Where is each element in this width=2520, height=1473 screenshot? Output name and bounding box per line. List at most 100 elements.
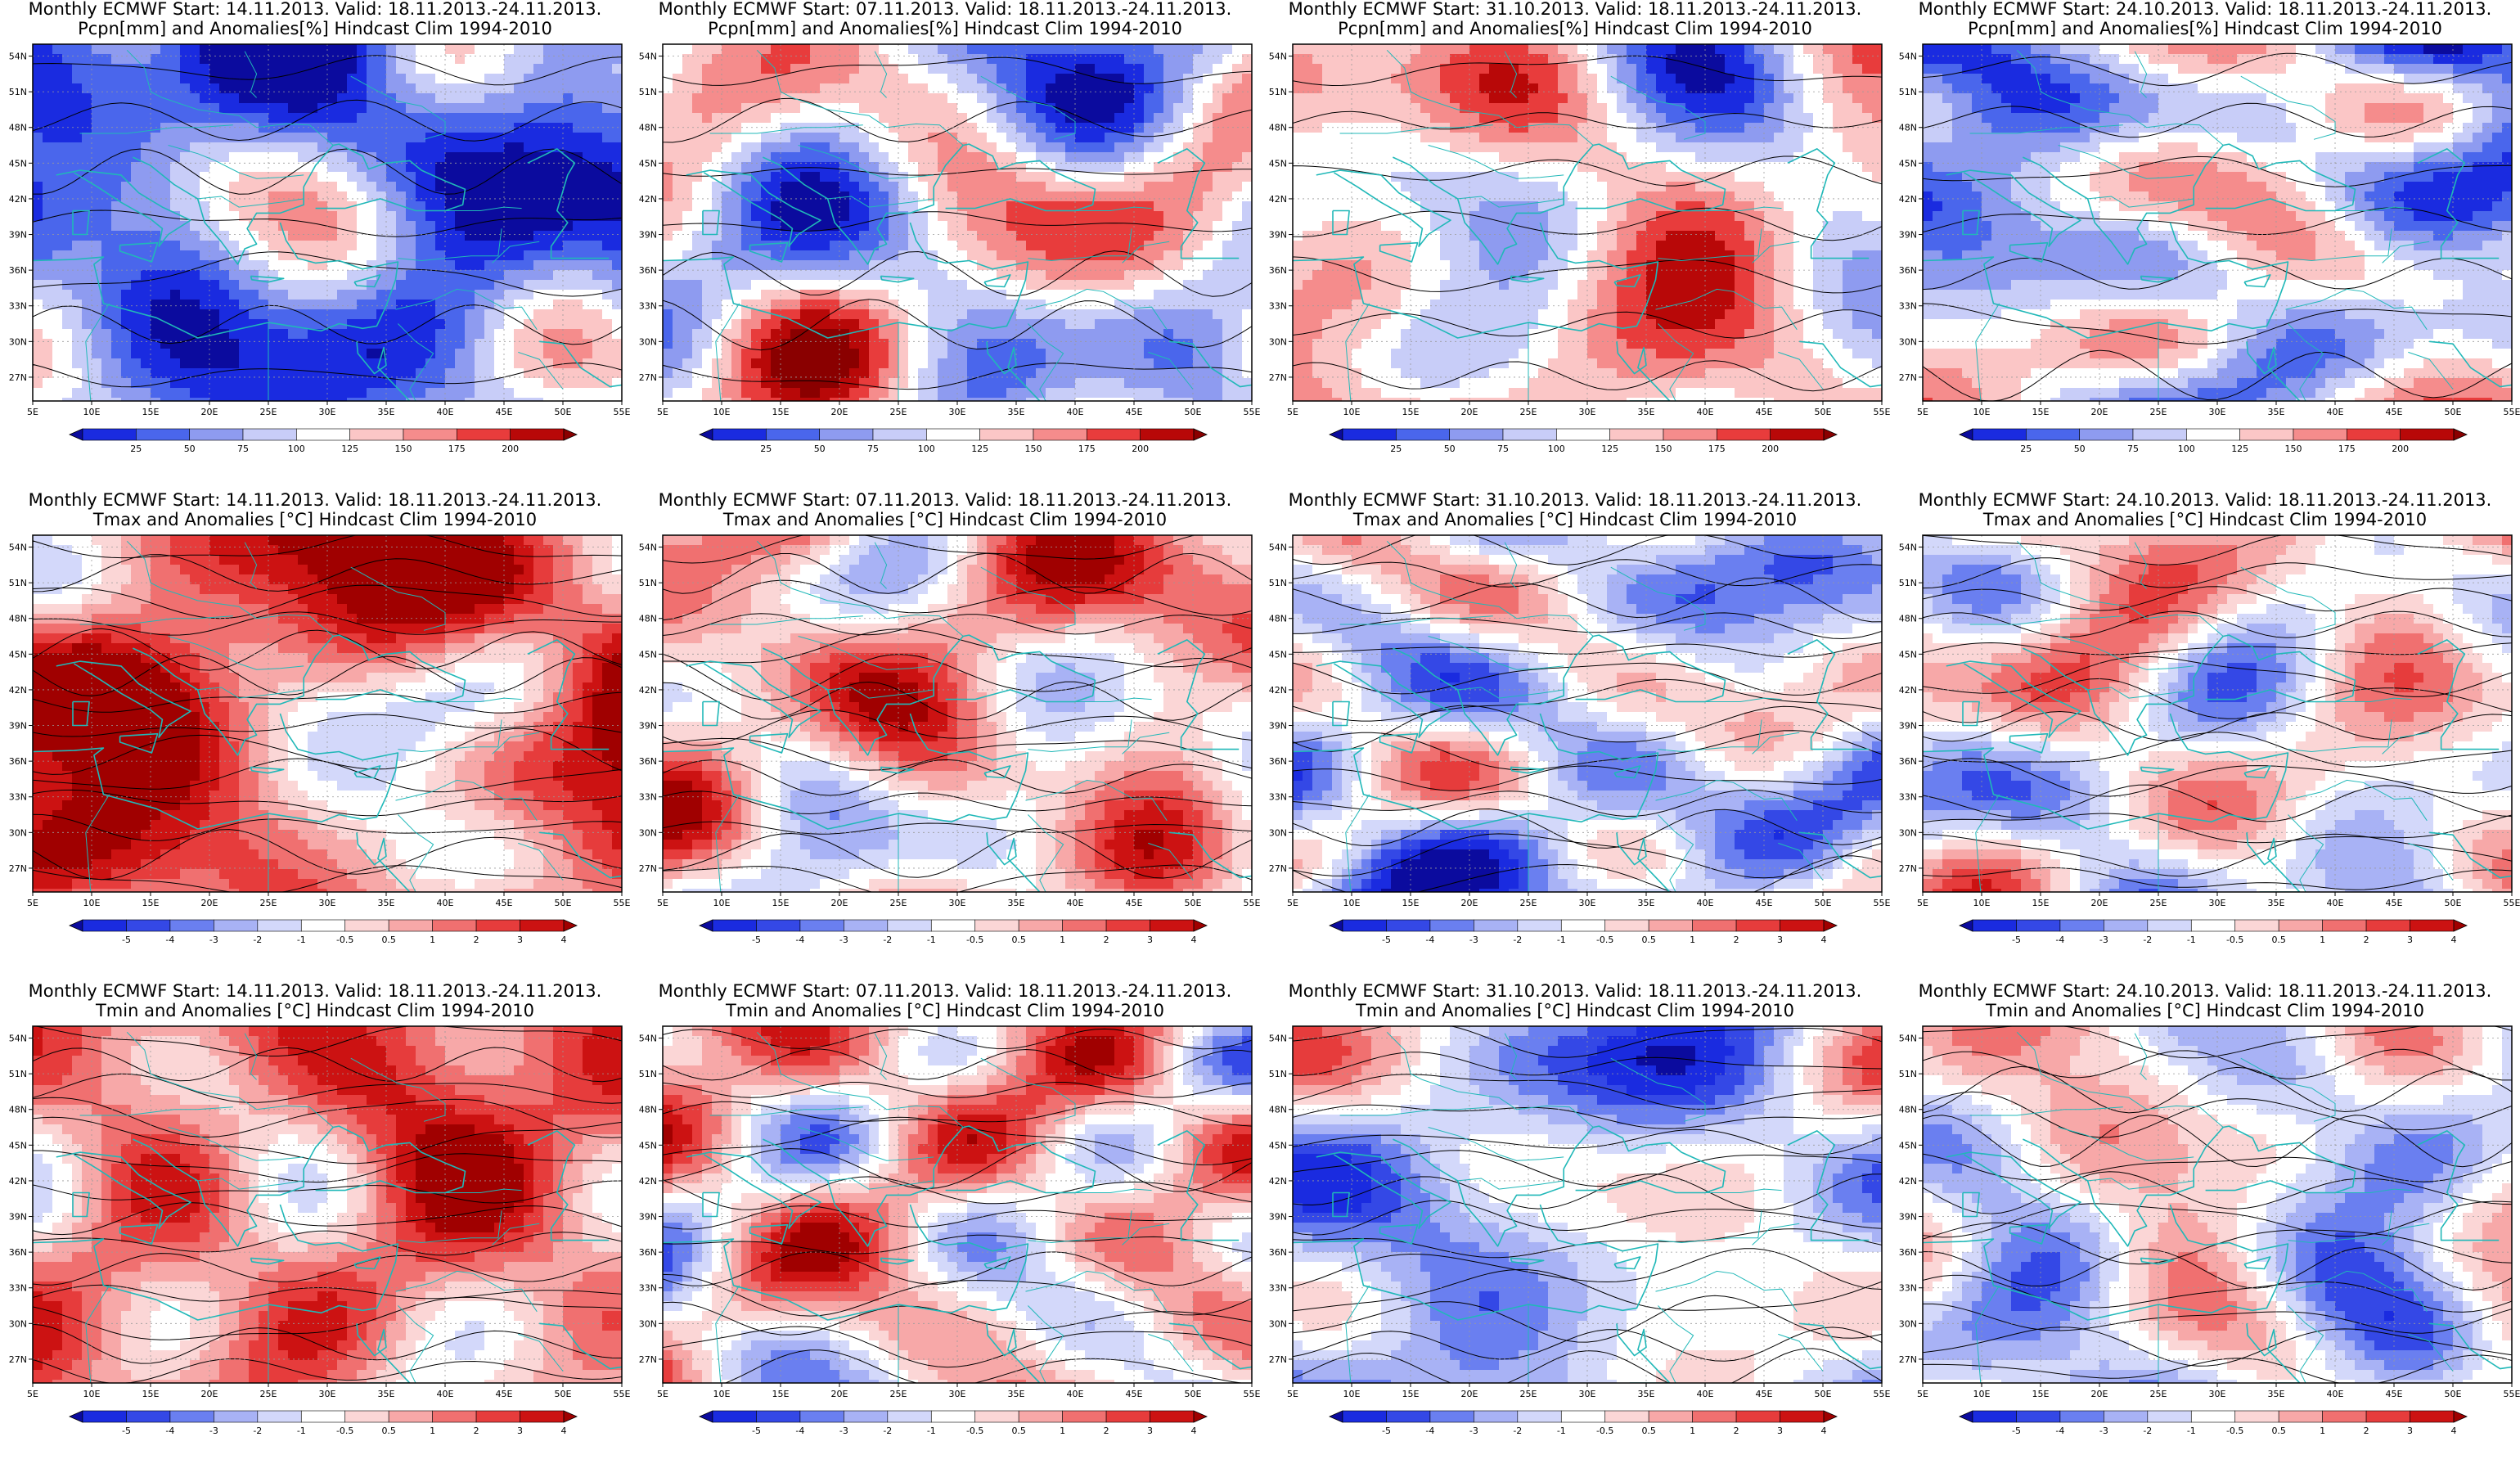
colorbar-label: 175 — [1708, 444, 1726, 454]
colorbar-label: 50 — [2074, 444, 2086, 454]
panel-title-line2: Pcpn[mm] and Anomalies[%] Hindcast Clim … — [630, 20, 1260, 38]
colorbar-swatch — [126, 1410, 171, 1423]
colorbar-label: -2 — [1513, 1426, 1522, 1436]
colorbar-swatch — [300, 1410, 346, 1423]
country-borders — [1339, 1031, 1824, 1383]
lon-tick-label: 50E — [2445, 1389, 2462, 1399]
lon-tick-label: 40E — [437, 407, 454, 417]
country-borders — [1969, 540, 2454, 892]
colorbar-swatch — [1386, 1410, 1431, 1423]
colorbar-swatch — [349, 428, 404, 441]
colorbar-swatch — [1429, 919, 1474, 932]
anomaly-map: 5E 10E 15E 20E 25E 30E 35E 40E 45E 50E 55E 54N 51N 48… — [9, 1025, 630, 1399]
panel-title-line1: Monthly ECMWF Start: 24.10.2013. Valid: … — [1890, 491, 2520, 510]
lat-tick-label: 36N — [9, 265, 27, 276]
colorbar-swatch — [799, 1410, 844, 1423]
colorbar-swatch — [979, 428, 1034, 441]
colorbar-swatch — [1735, 1410, 1780, 1423]
colorbar-label: 75 — [867, 444, 879, 454]
lat-tick-label: 39N — [1269, 230, 1287, 241]
colorbar-label: -0.5 — [2226, 1426, 2243, 1436]
panel-title-line1: Monthly ECMWF Start: 31.10.2013. Valid: … — [1260, 0, 1890, 19]
colorbar-label: -4 — [795, 1426, 804, 1436]
lat-tick-label: 39N — [1899, 1212, 1917, 1223]
lat-tick-label: 48N — [1899, 614, 1917, 624]
colorbar-swatch — [2147, 919, 2192, 932]
lon-tick-label: 25E — [890, 898, 907, 908]
lat-tick-label: 30N — [9, 827, 27, 838]
lon-tick-label: 55E — [1874, 1389, 1890, 1399]
colorbar-swatch — [2016, 919, 2061, 932]
forecast-panel: Monthly ECMWF Start: 31.10.2013. Valid: … — [1260, 982, 1890, 1473]
colorbar-label: 1 — [430, 935, 435, 945]
lat-tick-label: 51N — [639, 1069, 657, 1079]
colorbar-label: 3 — [517, 935, 523, 945]
lon-tick-label: 15E — [142, 898, 160, 908]
lat-tick-label: 33N — [639, 301, 657, 312]
lat-tick-label: 42N — [639, 1176, 657, 1187]
colorbar-label: -1 — [927, 1426, 936, 1436]
lon-tick-label: 25E — [260, 407, 277, 417]
lon-tick-label: 25E — [2150, 898, 2167, 908]
lon-tick-label: 30E — [1579, 1389, 1596, 1399]
lat-tick-label: 30N — [9, 1318, 27, 1329]
lat-tick-label: 54N — [1899, 543, 1917, 553]
colorbar-label: 25 — [760, 444, 772, 454]
lat-tick-label: 39N — [639, 230, 657, 241]
lat-tick-label: 54N — [1269, 52, 1287, 62]
lat-tick-label: 33N — [1269, 1283, 1287, 1294]
colorbar-label: 4 — [1191, 1426, 1197, 1436]
colorbar-swatch — [169, 1410, 214, 1423]
lat-tick-label: 48N — [1269, 614, 1287, 624]
forecast-panel: Monthly ECMWF Start: 24.10.2013. Valid: … — [1890, 0, 2520, 491]
lat-tick-label: 36N — [1269, 756, 1287, 767]
lat-tick-label: 30N — [639, 1318, 657, 1329]
colorbar-swatch — [69, 428, 83, 441]
colorbar: 25 50 75 100 125 150 175 200 — [1329, 428, 1838, 454]
colorbar-swatch — [1062, 919, 1107, 932]
lat-tick-label: 42N — [1899, 194, 1917, 205]
colorbar-swatch — [1972, 1410, 2017, 1423]
colorbar-swatch — [712, 919, 757, 932]
colorbar-swatch — [432, 1410, 477, 1423]
colorbar-swatch — [1770, 428, 1825, 441]
lat-tick-label: 48N — [9, 614, 27, 624]
lat-tick-label: 54N — [1899, 52, 1917, 62]
lon-tick-label: 50E — [1185, 407, 1202, 417]
panel-title-line2: Pcpn[mm] and Anomalies[%] Hindcast Clim … — [1890, 20, 2520, 38]
anomaly-map: 5E 10E 15E 20E 25E 30E 35E 40E 45E 50E 55E 54N 51N 48… — [639, 1025, 1260, 1399]
lat-tick-label: 51N — [1269, 87, 1287, 97]
lon-tick-label: 55E — [2504, 407, 2520, 417]
colorbar-swatch — [1556, 428, 1610, 441]
lon-tick-label: 15E — [1402, 898, 1420, 908]
graticule — [33, 44, 622, 401]
lon-tick-label: 50E — [555, 1389, 572, 1399]
colorbar-label: -1 — [1557, 1426, 1566, 1436]
colorbar-swatch — [432, 919, 477, 932]
lat-tick-label: 27N — [639, 863, 657, 874]
colorbar-label: 1 — [2320, 935, 2325, 945]
lon-tick-label: 10E — [83, 407, 101, 417]
colorbar-swatch — [1717, 428, 1771, 441]
lon-tick-label: 35E — [2268, 407, 2285, 417]
lon-tick-label: 5E — [1917, 1389, 1928, 1399]
lon-tick-label: 20E — [1461, 407, 1478, 417]
colorbar-swatch — [2186, 428, 2240, 441]
colorbar-swatch — [1502, 428, 1557, 441]
colorbar-swatch — [1018, 919, 1063, 932]
colorbar-swatch — [1517, 919, 1562, 932]
colorbar-swatch — [1033, 428, 1087, 441]
lat-tick-label: 36N — [639, 1247, 657, 1258]
colorbar-swatch — [2016, 1410, 2061, 1423]
contour-lines — [1923, 1026, 2512, 1383]
lat-tick-label: 33N — [9, 1283, 27, 1294]
colorbar-label: 3 — [2407, 1426, 2413, 1436]
colorbar-swatch — [1609, 428, 1664, 441]
colorbar-swatch — [1560, 1410, 1606, 1423]
colorbar-swatch — [2410, 919, 2455, 932]
colorbar-label: -0.5 — [2226, 935, 2243, 945]
colorbar-swatch — [2026, 428, 2080, 441]
colorbar-swatch — [1105, 919, 1150, 932]
colorbar-label: 50 — [814, 444, 826, 454]
lon-tick-label: 20E — [2091, 407, 2108, 417]
